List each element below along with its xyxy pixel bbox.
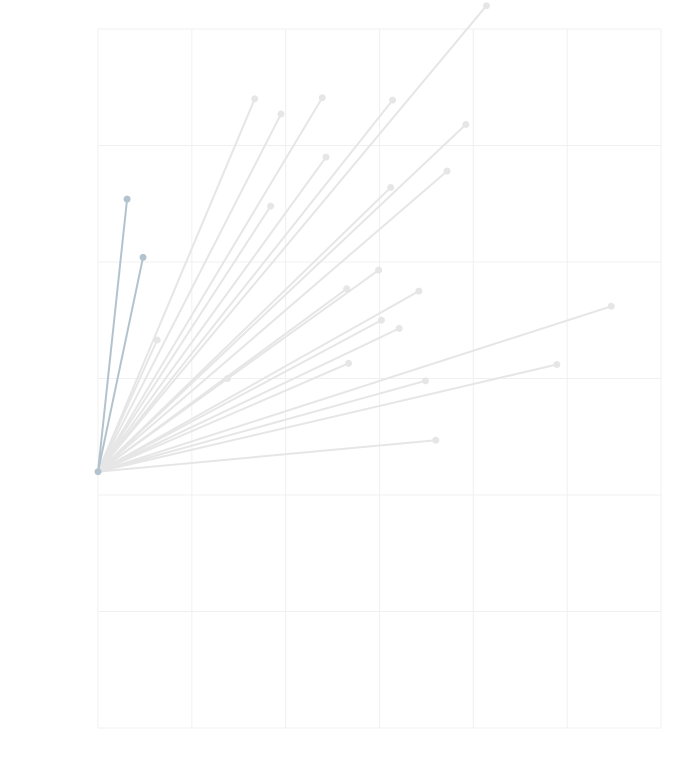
ray-03-end-point (153, 336, 161, 344)
ray-11-line (97, 4, 488, 473)
ray-11-end-point (482, 2, 490, 10)
ray-05-end-point (251, 95, 259, 103)
ray-01-end-point (123, 195, 131, 203)
ray-08-end-point (318, 94, 326, 102)
ray-10-end-point (389, 96, 397, 104)
ray-14-line (97, 186, 392, 473)
ray-04-end-point (223, 375, 231, 382)
ray-19-end-point (395, 324, 403, 332)
ray-24-end-point (432, 436, 440, 444)
ray-07-line (97, 205, 272, 473)
ray-08-line (97, 96, 324, 473)
ray-06-end-point (277, 110, 285, 118)
ray-17-line (97, 290, 420, 473)
ray-10-line (97, 99, 394, 473)
ray-23-line (97, 379, 427, 473)
ray-15-end-point (343, 285, 351, 293)
ray-12-line (97, 123, 467, 473)
ray-20-line (97, 362, 350, 473)
ray-05-line (97, 97, 256, 473)
ray-07-end-point (267, 202, 275, 210)
ray-02-end-point (139, 253, 147, 261)
ray-06-line (97, 113, 282, 473)
ray-01-line (97, 198, 129, 473)
ray-21-line (97, 305, 613, 473)
ray-24-line (97, 439, 437, 473)
ray-22-end-point (553, 361, 561, 369)
ray-02-line (97, 256, 145, 473)
points (94, 2, 615, 476)
ray-12-end-point (462, 121, 470, 129)
rays (97, 4, 613, 473)
ray-13-line (97, 170, 449, 473)
ray-16-end-point (375, 266, 383, 274)
ray-22-line (97, 363, 558, 473)
ray-13-end-point (443, 167, 451, 175)
origin-point (94, 468, 102, 476)
ray-20-end-point (345, 359, 353, 367)
ray-17-end-point (415, 287, 423, 295)
ray-18-line (97, 319, 383, 473)
ray-18-end-point (377, 316, 385, 324)
ray-09-end-point (322, 153, 330, 161)
ray-21-end-point (607, 302, 615, 310)
ray-14-end-point (387, 183, 395, 191)
ray-16-line (97, 269, 380, 473)
grid (97, 28, 662, 729)
ray-19-line (97, 327, 401, 473)
ray-23-end-point (421, 377, 429, 385)
ray-09-line (97, 156, 328, 473)
